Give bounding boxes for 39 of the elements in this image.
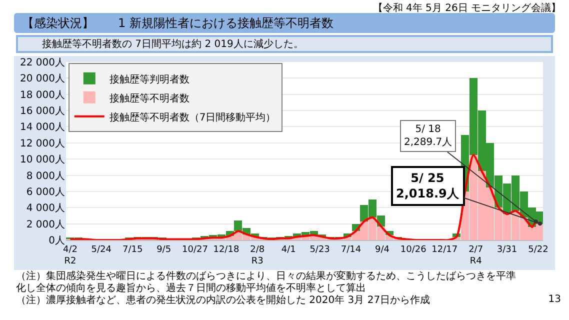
x-tick-label: 9/5: [156, 244, 172, 255]
x-tick-label: 3/31: [496, 244, 518, 255]
y-tick-label: 4 000人: [26, 203, 65, 214]
legend-label: 接触歴等判明者数: [109, 73, 190, 86]
x-tick-label: 7/14: [340, 244, 362, 255]
x-tick-label: 4/2 R2: [62, 244, 78, 266]
y-tick-label: 8 000人: [26, 170, 65, 182]
y-tick-label: 22 000人: [20, 58, 65, 68]
legend-label: 接触歴等不明者数（7日間移動平均）: [109, 111, 276, 124]
text: 13: [548, 294, 561, 305]
x-tick-label: 12/18: [213, 244, 240, 255]
annotation: 5/ 18 2,289.7人: [404, 124, 452, 148]
x-tick-label: 10/27: [182, 244, 208, 255]
x-tick-label: 2/7 R4: [468, 244, 484, 266]
y-tick-label: 0人: [48, 236, 65, 246]
x-tick-label: 5/22: [528, 244, 548, 255]
x-tick-label: 5/24: [91, 244, 112, 255]
y-tick-label: 10 000人: [20, 154, 65, 166]
legend-label: 接触歴等不明者数: [109, 92, 190, 104]
x-tick-label: 4/1: [281, 244, 296, 255]
x-tick-label: 10/26: [400, 244, 427, 255]
y-tick-label: 18 000人: [20, 90, 65, 101]
text: （注）集団感染発生や曜日による件数のばらつきにより、日々の結果が変動するため、こうしたばらつきを平準化し全体の傾向を見る趣旨から、過去７日間の移動平均値を不明率として算出: [16, 271, 516, 294]
y-tick-label: 12 000人: [20, 138, 65, 150]
x-tick-label: 12/17: [432, 244, 458, 255]
x-tick-label: 7/15: [122, 244, 143, 255]
annotation: 5/ 25 2,018.9人: [396, 171, 460, 201]
y-tick-label: 6 000人: [26, 186, 65, 198]
x-tick-label: 2/8 R3: [250, 244, 265, 266]
y-tick-label: 20 000人: [20, 74, 65, 85]
text: （注）濃厚接触者など、患者の発生状況の内訳の公表を開始した 2020年 3月 27日から作成: [16, 295, 432, 307]
x-tick-label: 9/4: [374, 244, 390, 255]
text: 【令和 4年 5月 26日 モニタリング会議】: [372, 2, 561, 15]
chart-title: 【感染状況】 1 新規陽性者における接触歴等不明者数: [14, 13, 555, 33]
y-tick-label: 16 000人: [20, 106, 65, 118]
y-tick-label: 14 000人: [20, 122, 65, 134]
x-tick-label: 5/23: [310, 244, 330, 255]
chart-subtitle: 接触歴等不明者数の 7日間平均は約 2 019人に減少した。: [16, 35, 553, 53]
y-tick-label: 2 000人: [26, 219, 65, 230]
